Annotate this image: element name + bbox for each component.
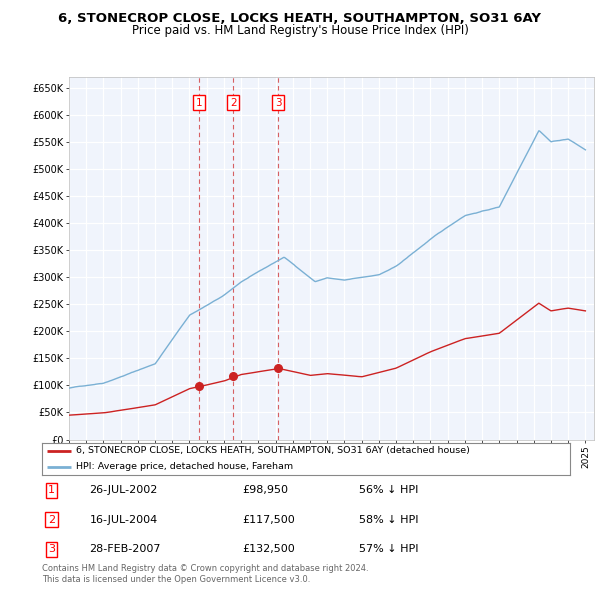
Text: 26-JUL-2002: 26-JUL-2002	[89, 486, 158, 495]
Text: 2: 2	[48, 515, 55, 525]
Text: Price paid vs. HM Land Registry's House Price Index (HPI): Price paid vs. HM Land Registry's House …	[131, 24, 469, 37]
Text: 28-FEB-2007: 28-FEB-2007	[89, 545, 161, 554]
Text: This data is licensed under the Open Government Licence v3.0.: This data is licensed under the Open Gov…	[42, 575, 310, 584]
Text: 2: 2	[230, 98, 236, 108]
Text: 16-JUL-2004: 16-JUL-2004	[89, 515, 158, 525]
Text: 6, STONECROP CLOSE, LOCKS HEATH, SOUTHAMPTON, SO31 6AY: 6, STONECROP CLOSE, LOCKS HEATH, SOUTHAM…	[59, 12, 542, 25]
Text: 56% ↓ HPI: 56% ↓ HPI	[359, 486, 418, 495]
Text: £98,950: £98,950	[242, 486, 289, 495]
Text: Contains HM Land Registry data © Crown copyright and database right 2024.: Contains HM Land Registry data © Crown c…	[42, 565, 368, 573]
Text: £117,500: £117,500	[242, 515, 295, 525]
Text: 1: 1	[196, 98, 203, 108]
Text: 6, STONECROP CLOSE, LOCKS HEATH, SOUTHAMPTON, SO31 6AY (detached house): 6, STONECROP CLOSE, LOCKS HEATH, SOUTHAM…	[76, 446, 470, 455]
Text: 3: 3	[275, 98, 281, 108]
Text: 58% ↓ HPI: 58% ↓ HPI	[359, 515, 418, 525]
Text: HPI: Average price, detached house, Fareham: HPI: Average price, detached house, Fare…	[76, 463, 293, 471]
Text: £132,500: £132,500	[242, 545, 295, 554]
Text: 1: 1	[48, 486, 55, 495]
Text: 3: 3	[48, 545, 55, 554]
Text: 57% ↓ HPI: 57% ↓ HPI	[359, 545, 418, 554]
